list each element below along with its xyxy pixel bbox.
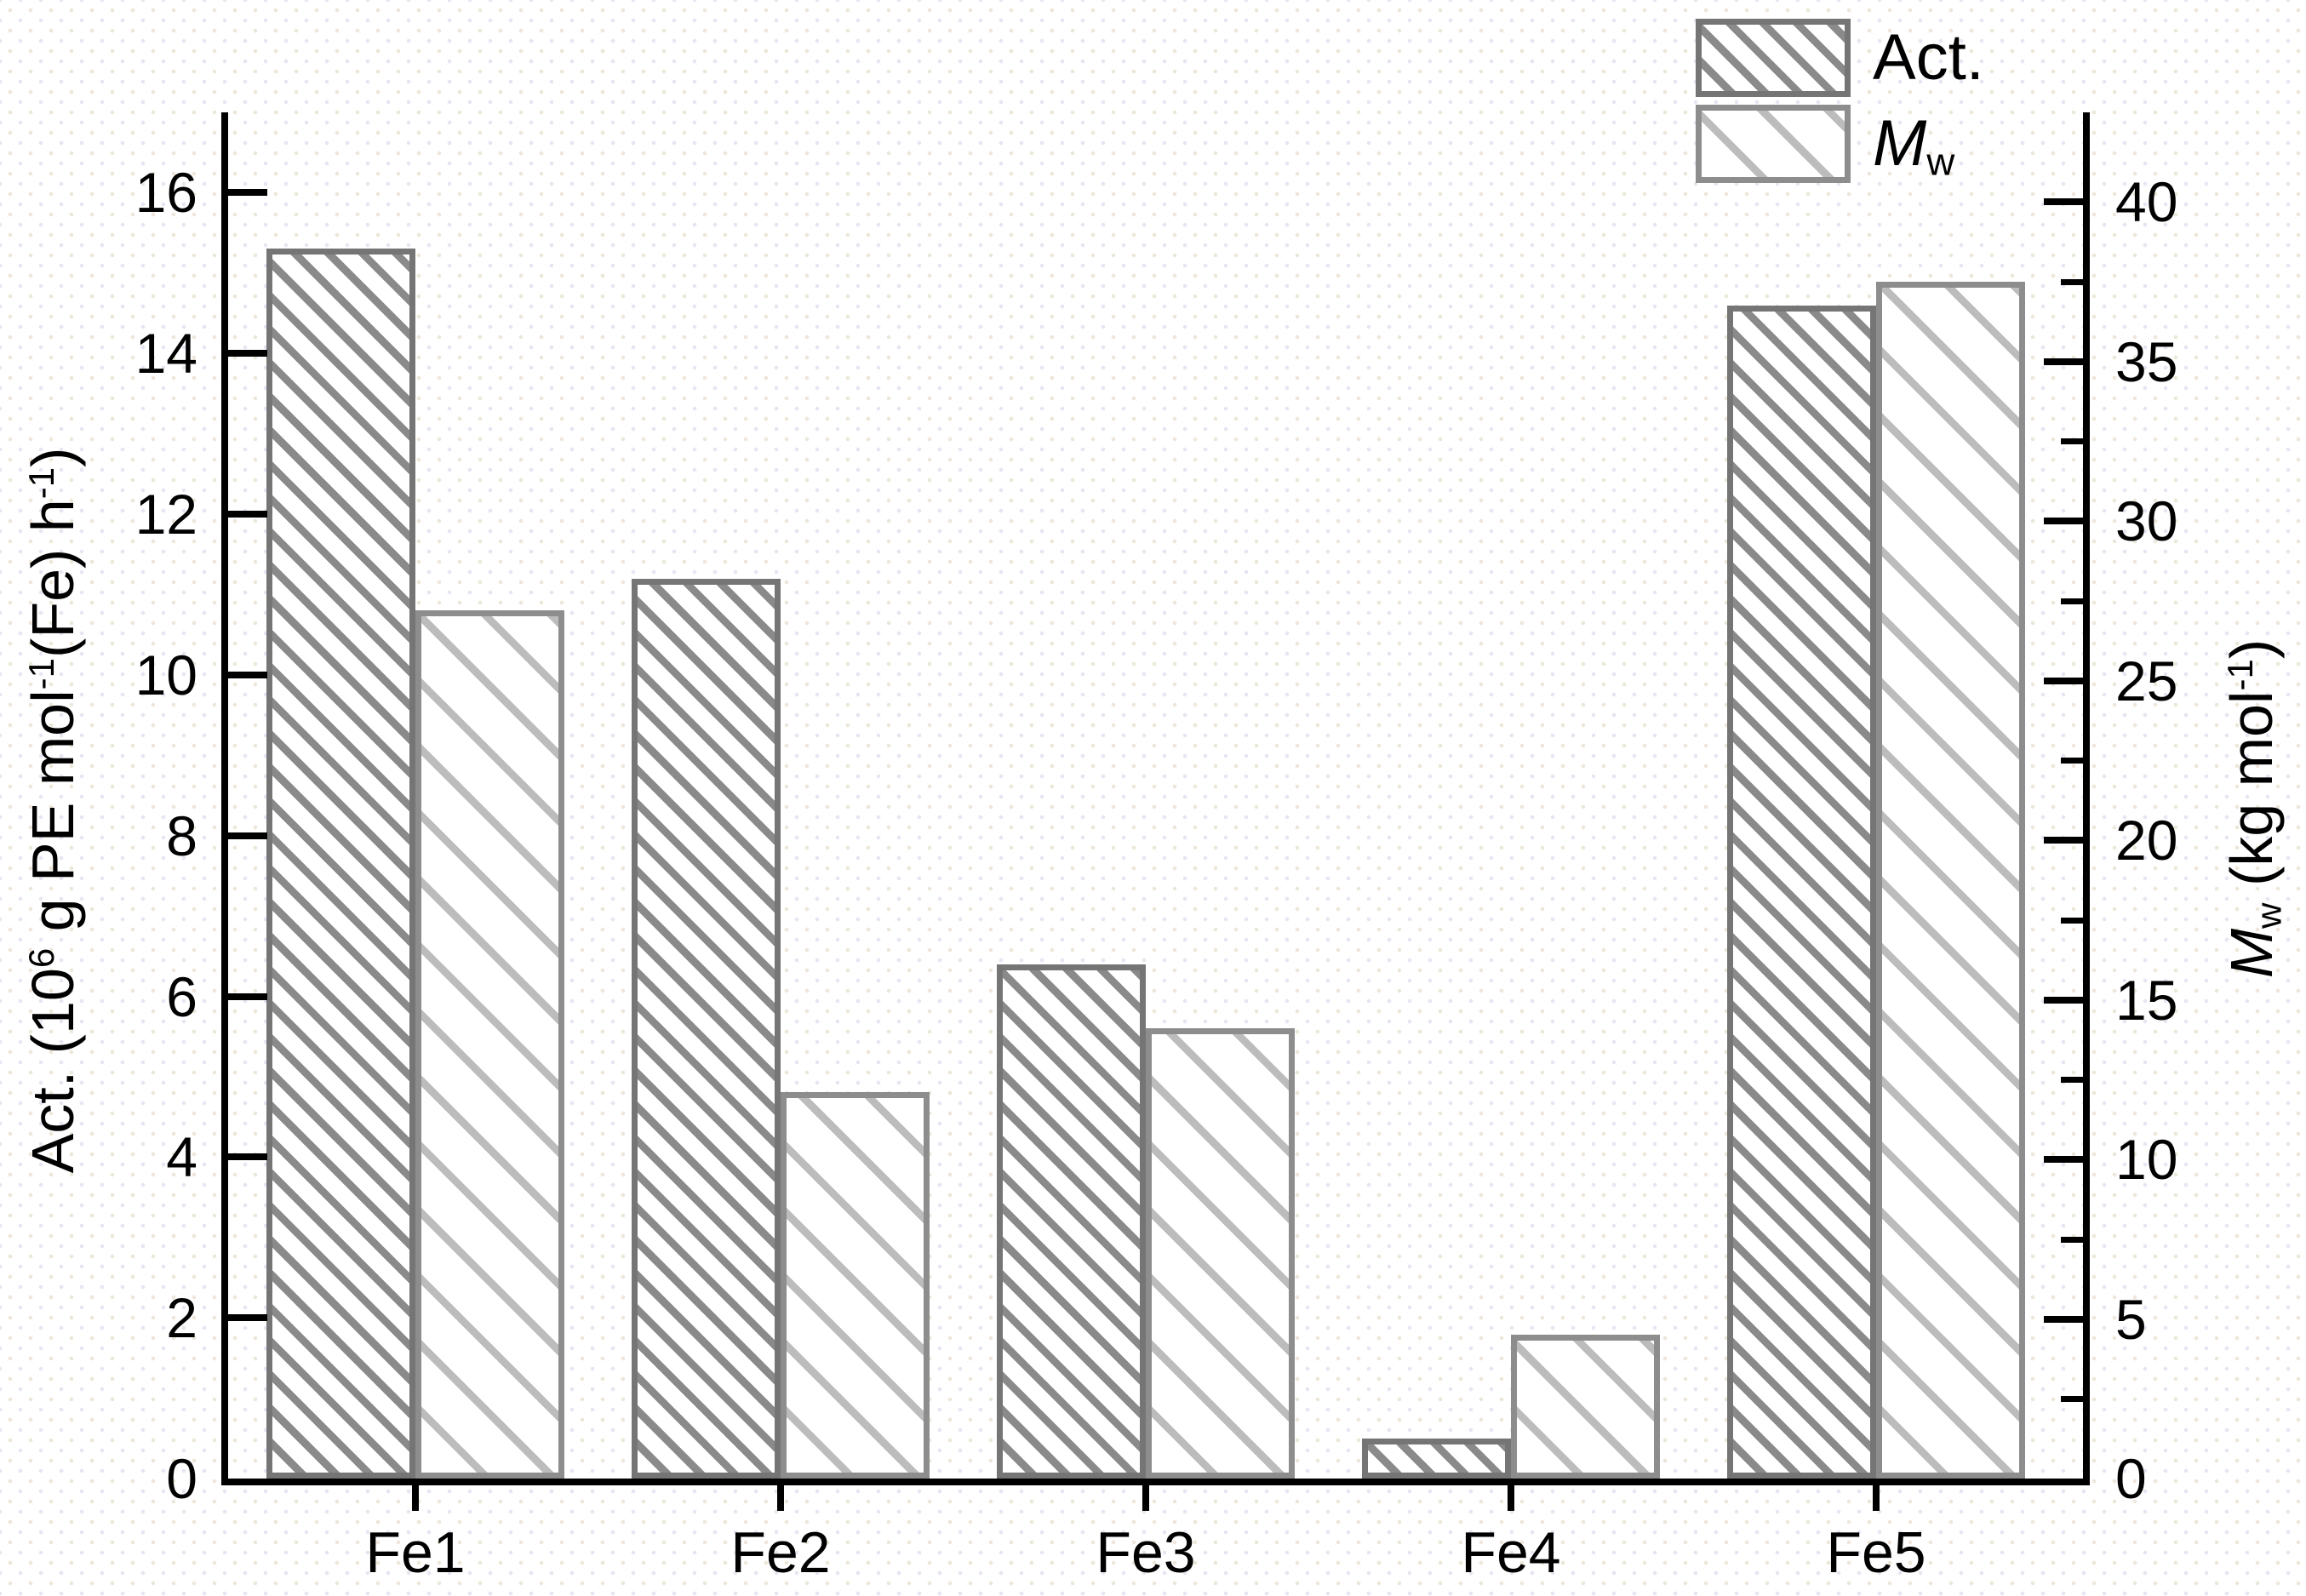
bar-mw-fe3 — [1146, 1028, 1295, 1479]
x-tick-fe5 — [1873, 1479, 1880, 1511]
plot-area: Fe1 Fe2 Fe3 Fe4 Fe5 0 2 4 6 8 10 12 14 16 0 5 10 15 20 25 30… — [135, 112, 2177, 1582]
legend-swatch-act-icon — [1696, 19, 1851, 97]
left-tick-label-6: 6 — [166, 965, 197, 1028]
left-tick-label-8: 8 — [166, 804, 197, 867]
right-minor-tick-2.5 — [2061, 1396, 2083, 1402]
left-tick-2 — [228, 1314, 267, 1321]
right-minor-tick-22.5 — [2061, 758, 2083, 764]
x-label-fe4: Fe4 — [1461, 1520, 1561, 1585]
right-tick-5 — [2044, 1316, 2083, 1323]
x-label-fe2: Fe2 — [730, 1520, 831, 1585]
left-tick-16 — [228, 189, 267, 196]
right-tick-10 — [2044, 1156, 2083, 1163]
right-tick-25 — [2044, 678, 2083, 684]
right-tick-label-10: 10 — [2115, 1128, 2178, 1191]
right-tick-label-15: 15 — [2115, 969, 2178, 1032]
x-tick-fe2 — [777, 1479, 784, 1511]
left-tick-4 — [228, 1153, 267, 1160]
bar-act-fe4 — [1362, 1439, 1511, 1479]
left-axis-line — [221, 112, 228, 1485]
bar-act-fe2 — [632, 579, 781, 1479]
left-tick-label-14: 14 — [134, 322, 197, 385]
legend-label-mw: Mw — [1873, 107, 1955, 184]
left-tick-label-0: 0 — [166, 1447, 197, 1510]
right-tick-label-25: 25 — [2115, 649, 2178, 712]
left-tick-label-4: 4 — [166, 1125, 197, 1188]
right-minor-tick-7.5 — [2061, 1237, 2083, 1243]
left-tick-14 — [228, 350, 267, 357]
left-tick-label-16: 16 — [134, 161, 197, 224]
bar-act-fe5 — [1727, 306, 1876, 1479]
right-tick-label-5: 5 — [2115, 1288, 2147, 1351]
left-tick-label-12: 12 — [134, 483, 197, 546]
legend-swatch-mw-icon — [1696, 105, 1851, 183]
bar-act-fe3 — [997, 964, 1146, 1479]
right-minor-tick-37.5 — [2061, 279, 2083, 285]
left-tick-label-2: 2 — [166, 1286, 197, 1349]
right-tick-label-20: 20 — [2115, 809, 2178, 872]
right-minor-tick-32.5 — [2061, 438, 2083, 444]
right-tick-30 — [2044, 518, 2083, 524]
legend-entry-mw: Mw — [1696, 105, 1984, 183]
right-tick-20 — [2044, 837, 2083, 844]
left-tick-8 — [228, 832, 267, 839]
x-tick-fe1 — [412, 1479, 419, 1511]
right-minor-tick-27.5 — [2061, 598, 2083, 604]
right-tick-15 — [2044, 997, 2083, 1004]
legend-entry-act: Act. — [1696, 19, 1984, 97]
legend-label-act: Act. — [1873, 21, 1984, 94]
right-minor-tick-12.5 — [2061, 1077, 2083, 1083]
x-label-fe1: Fe1 — [365, 1520, 466, 1585]
left-tick-10 — [228, 672, 267, 678]
x-tick-fe3 — [1142, 1479, 1149, 1511]
x-tick-fe4 — [1508, 1479, 1514, 1511]
right-tick-label-40: 40 — [2115, 170, 2178, 233]
right-minor-tick-17.5 — [2061, 918, 2083, 924]
right-tick-label-0: 0 — [2115, 1447, 2147, 1510]
bar-mw-fe4 — [1511, 1335, 1660, 1479]
bar-act-fe1 — [266, 249, 415, 1479]
bar-mw-fe1 — [415, 610, 564, 1479]
bar-mw-fe5 — [1876, 282, 2025, 1479]
left-tick-6 — [228, 993, 267, 1000]
right-tick-40 — [2044, 198, 2083, 205]
legend: Act. Mw — [1696, 19, 1984, 183]
x-label-fe5: Fe5 — [1826, 1520, 1926, 1585]
right-axis-title: Mw (kg mol-1) — [2218, 638, 2289, 979]
right-tick-label-35: 35 — [2115, 330, 2178, 393]
left-tick-label-10: 10 — [134, 644, 197, 706]
right-axis-line — [2083, 112, 2090, 1485]
right-tick-label-30: 30 — [2115, 489, 2178, 552]
bar-mw-fe2 — [781, 1092, 930, 1479]
left-tick-12 — [228, 511, 267, 518]
right-tick-35 — [2044, 358, 2083, 365]
bottom-axis-line — [221, 1479, 2090, 1485]
x-label-fe3: Fe3 — [1096, 1520, 1196, 1585]
left-axis-title: Act. (106 g PE mol-1(Fe) h-1) — [20, 447, 86, 1174]
